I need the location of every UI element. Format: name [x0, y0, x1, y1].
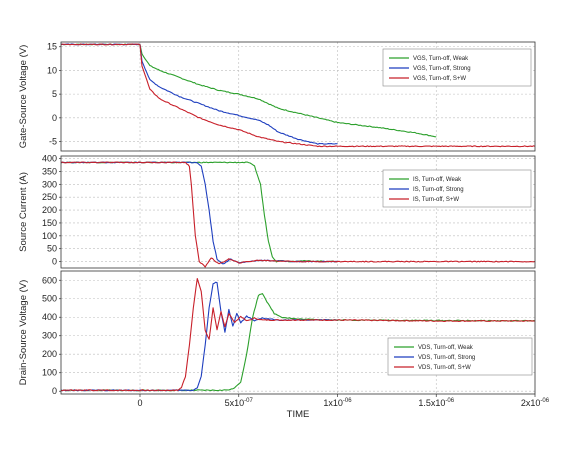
legend: VDS, Turn-off, Weak VDS, Turn-off, Strong… — [387, 337, 533, 376]
y-tick-label: 400 — [42, 312, 57, 322]
x-tick-label: 5x10-07 — [225, 398, 254, 408]
y-tick-label: 200 — [42, 205, 57, 215]
y-axis-label: Gate-Source Voltage (V) — [18, 45, 29, 149]
series-line — [61, 43, 535, 148]
y-axis-label: Drain-Source Voltage (V) — [18, 280, 29, 386]
x-axis-label: TIME — [287, 409, 310, 420]
legend-entry: VDS, Turn-off, S+W — [418, 365, 471, 371]
legend-entry: VGS, Turn-off, Weak — [413, 56, 469, 62]
y-tick-label: 600 — [42, 275, 57, 285]
y-tick-label: 350 — [42, 166, 57, 176]
legend-entry: VDS, Turn-off, Weak — [418, 345, 474, 351]
plot-frame — [60, 270, 536, 395]
legend: VGS, Turn-off, Weak VGS, Turn-off, Strong… — [382, 48, 532, 87]
y-tick-label: 200 — [42, 349, 57, 359]
x-tick-label: 2x10-06 — [521, 398, 550, 408]
panel-2: 0 50 100 150 200 250 300 350 400 Source Current (… — [18, 154, 536, 269]
series-line — [61, 278, 535, 392]
legend: IS, Turn-off, Weak IS, Turn-off, Strong IS… — [382, 169, 532, 208]
x-tick-label: 0 — [137, 398, 142, 408]
plot-frame — [60, 155, 536, 269]
y-tick-label: 10 — [47, 65, 57, 75]
panel-3: 0 100 200 300 400 500 600 Drain-Source Voltage … — [18, 270, 550, 420]
y-tick-label: 150 — [42, 218, 57, 228]
series-line — [61, 161, 535, 268]
y-tick-label: 5 — [52, 89, 57, 99]
y-tick-label: 300 — [42, 331, 57, 341]
y-axis-label: Source Current (A) — [18, 172, 29, 252]
legend-entry: VGS, Turn-off, Strong — [413, 66, 471, 72]
y-tick-label: 250 — [42, 192, 57, 202]
y-tick-label: -5 — [49, 137, 57, 147]
y-tick-label: 0 — [52, 386, 57, 396]
y-tick-label: 100 — [42, 368, 57, 378]
y-tick-label: 500 — [42, 294, 57, 304]
plot-area — [61, 271, 535, 394]
legend-entry: IS, Turn-off, S+W — [413, 197, 459, 203]
panel-1: -5 0 5 10 15 Gate-Source Voltage (V) VGS, Turn… — [18, 41, 536, 152]
y-tick-label: 50 — [47, 244, 57, 254]
plot-frame — [60, 41, 536, 152]
x-tick-label: 1x10-06 — [323, 398, 352, 408]
y-tick-label: 0 — [52, 113, 57, 123]
y-tick-label: 300 — [42, 179, 57, 189]
legend-entry: VGS, Turn-off, S+W — [413, 76, 466, 82]
y-tick-label: 15 — [47, 42, 57, 52]
y-tick-label: 400 — [42, 154, 57, 164]
legend-entry: VDS, Turn-off, Strong — [418, 355, 475, 361]
x-tick-label: 1.5x10-06 — [418, 398, 454, 408]
legend-entry: IS, Turn-off, Strong — [413, 187, 464, 193]
legend-entry: IS, Turn-off, Weak — [413, 177, 462, 183]
y-tick-label: 100 — [42, 231, 57, 241]
y-tick-label: 0 — [52, 257, 57, 267]
